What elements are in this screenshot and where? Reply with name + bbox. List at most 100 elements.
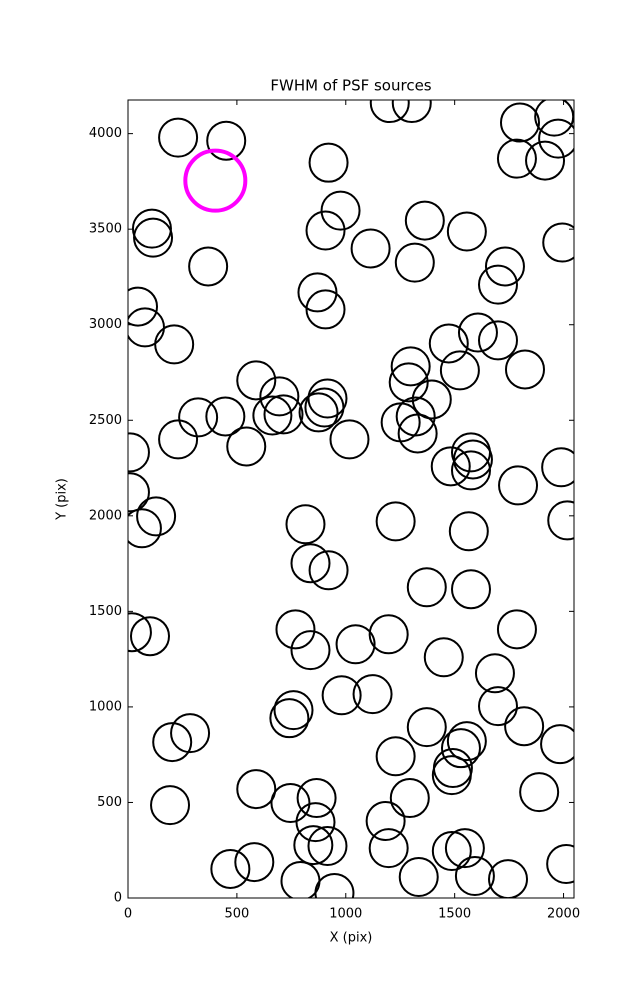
marker (431, 830, 472, 871)
marker (131, 208, 172, 249)
marker (394, 242, 435, 283)
marker (128, 307, 165, 348)
marker (150, 785, 191, 826)
marker (505, 349, 546, 390)
y-tick-label: 2000 (89, 508, 122, 523)
marker (298, 392, 339, 433)
marker (477, 320, 518, 361)
marker (290, 630, 331, 671)
marker (538, 118, 574, 159)
marker (128, 508, 162, 549)
marker (423, 637, 464, 678)
marker (440, 728, 481, 769)
marker (308, 550, 349, 591)
marker (484, 246, 525, 287)
marker (295, 802, 336, 843)
y-tick-label: 3000 (89, 317, 122, 332)
x-axis-label: X (pix) (330, 931, 373, 946)
marker (498, 465, 539, 506)
plot-frame (127, 99, 575, 899)
marker (547, 500, 574, 541)
plot-marks (128, 100, 574, 898)
marker (178, 397, 219, 438)
y-axis-label: Y (pix) (55, 478, 70, 521)
marker (236, 769, 277, 810)
x-tick-label: 1000 (329, 907, 362, 922)
y-tick-label: 4000 (89, 126, 122, 141)
marker (128, 472, 150, 513)
marker (352, 674, 393, 715)
marker (234, 842, 275, 883)
marker (499, 102, 540, 143)
marker (285, 504, 326, 545)
marker (269, 698, 310, 739)
marker (546, 843, 574, 884)
x-tick-label: 500 (224, 907, 249, 922)
marker (280, 860, 321, 898)
marker (446, 721, 487, 762)
marker (448, 511, 489, 552)
marker (210, 848, 251, 889)
marker (320, 190, 361, 231)
marker (136, 496, 177, 537)
marker (391, 100, 432, 124)
marker (431, 755, 472, 796)
marker (411, 379, 452, 420)
marker (170, 713, 211, 754)
marker (183, 148, 248, 213)
marker (305, 210, 346, 251)
marker (525, 140, 566, 181)
marker (226, 426, 267, 467)
marker (158, 419, 199, 460)
marker (329, 419, 370, 460)
y-tick-label: 1500 (89, 604, 122, 619)
marker (252, 395, 293, 436)
marker (293, 825, 334, 866)
marker (452, 439, 493, 480)
marker (188, 246, 229, 287)
y-tick-label: 500 (97, 795, 122, 810)
marker (439, 350, 480, 391)
marker (152, 722, 193, 763)
marker (477, 686, 518, 727)
marker (321, 675, 362, 716)
marker (263, 394, 304, 435)
marker (205, 396, 246, 437)
marker (474, 653, 515, 694)
marker (368, 828, 409, 869)
marker (307, 826, 348, 867)
y-tick-label: 0 (114, 891, 122, 906)
x-tick-label: 0 (124, 907, 132, 922)
marker (541, 447, 574, 488)
marker (275, 609, 316, 650)
marker (158, 117, 199, 158)
y-tick-label: 1000 (89, 699, 122, 714)
marker (273, 690, 314, 731)
marker (314, 873, 355, 898)
marker (496, 138, 537, 179)
marker (534, 100, 574, 137)
marker (304, 387, 345, 428)
x-tick-label: 1500 (438, 907, 471, 922)
marker (259, 376, 300, 417)
marker (128, 612, 152, 653)
marker (296, 778, 337, 819)
x-tick-label: 2000 (547, 907, 580, 922)
marker (504, 706, 545, 747)
marker (404, 200, 445, 241)
marker (395, 396, 436, 437)
marker (398, 856, 439, 897)
marker (446, 211, 487, 252)
marker (428, 323, 469, 364)
marker (444, 828, 485, 869)
marker (365, 800, 406, 841)
marker (542, 222, 574, 263)
marker (450, 569, 491, 610)
marker (305, 289, 346, 330)
marker (335, 624, 376, 665)
marker (290, 543, 331, 584)
marker (236, 360, 277, 401)
marker (206, 120, 247, 161)
marker (389, 778, 430, 819)
